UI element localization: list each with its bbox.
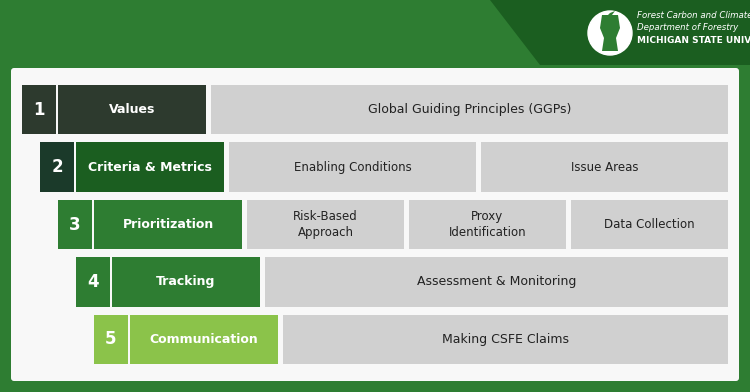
Bar	[94, 200, 242, 249]
Text: Risk-Based
Approach: Risk-Based Approach	[293, 210, 358, 239]
Text: Communication: Communication	[149, 333, 258, 346]
Text: Tracking: Tracking	[156, 276, 216, 289]
Text: Values: Values	[109, 103, 155, 116]
Text: Global Guiding Principles (GGPs): Global Guiding Principles (GGPs)	[368, 103, 572, 116]
Bar	[211, 85, 728, 134]
Bar	[94, 315, 128, 364]
Text: 1: 1	[33, 101, 45, 119]
Bar	[40, 142, 74, 192]
Text: Forest Carbon and Climate Program: Forest Carbon and Climate Program	[637, 11, 750, 20]
Text: MICHIGAN STATE UNIVERSITY: MICHIGAN STATE UNIVERSITY	[637, 36, 750, 45]
Bar	[58, 85, 206, 134]
Text: Criteria & Metrics: Criteria & Metrics	[88, 161, 212, 174]
Bar	[247, 200, 404, 249]
Bar	[571, 200, 728, 249]
Text: Enabling Conditions: Enabling Conditions	[294, 161, 411, 174]
Bar	[481, 142, 728, 192]
Text: Department of Forestry: Department of Forestry	[637, 22, 738, 31]
Text: 3: 3	[69, 216, 81, 234]
Bar	[130, 315, 278, 364]
Polygon shape	[600, 15, 620, 51]
Text: Making CSFE Claims: Making CSFE Claims	[442, 333, 569, 346]
Text: Data Collection: Data Collection	[604, 218, 694, 231]
Polygon shape	[0, 0, 540, 65]
Bar	[229, 142, 476, 192]
Polygon shape	[430, 0, 750, 65]
Text: Proxy
Identification: Proxy Identification	[448, 210, 526, 239]
FancyBboxPatch shape	[11, 68, 739, 381]
Bar	[58, 200, 92, 249]
Bar	[283, 315, 728, 364]
Text: Prioritization: Prioritization	[122, 218, 214, 231]
Bar	[0, 0, 750, 65]
Bar	[76, 257, 110, 307]
Circle shape	[588, 11, 632, 55]
Text: 5: 5	[105, 330, 117, 348]
Bar	[22, 85, 56, 134]
Bar	[76, 142, 224, 192]
Text: Issue Areas: Issue Areas	[571, 161, 638, 174]
Text: 2: 2	[51, 158, 63, 176]
Polygon shape	[608, 11, 615, 15]
Bar	[112, 257, 260, 307]
Bar	[409, 200, 566, 249]
Text: 4: 4	[87, 273, 99, 291]
Bar	[265, 257, 728, 307]
Text: Assessment & Monitoring: Assessment & Monitoring	[417, 276, 576, 289]
